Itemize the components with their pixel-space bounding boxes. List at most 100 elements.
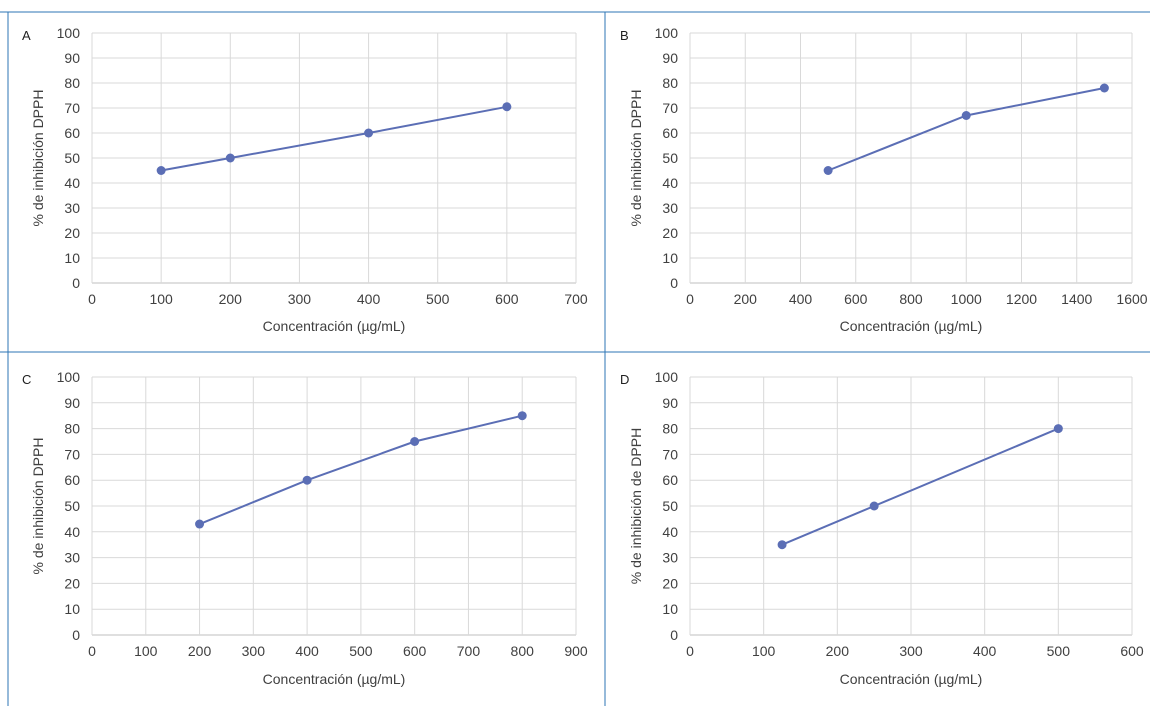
data-point bbox=[502, 102, 512, 112]
y-tick-label: 30 bbox=[662, 200, 678, 216]
x-tick-label: 200 bbox=[219, 291, 243, 307]
y-tick-label: 10 bbox=[662, 250, 678, 266]
y-tick-label: 30 bbox=[662, 550, 678, 566]
data-point bbox=[777, 540, 787, 550]
x-tick-label: 700 bbox=[564, 291, 588, 307]
data-point bbox=[156, 166, 166, 175]
x-tick-label: 100 bbox=[752, 643, 776, 659]
chart-panel-d: D 0 10 20 30 40 50 60 70 80 90 100 0 100 200 300 400 500 6… bbox=[620, 369, 1144, 687]
y-tick-label: 70 bbox=[662, 100, 678, 116]
y-tick-label: 90 bbox=[662, 50, 678, 66]
x-tick-label: 400 bbox=[789, 291, 813, 307]
y-tick-label: 80 bbox=[662, 75, 678, 91]
x-tick-label: 100 bbox=[149, 291, 173, 307]
x-axis-title: Concentración (µg/mL) bbox=[840, 318, 983, 334]
x-tick-label: 400 bbox=[973, 643, 997, 659]
panel-label-b: B bbox=[620, 28, 629, 43]
y-tick-label: 90 bbox=[64, 395, 80, 411]
x-tick-label: 400 bbox=[357, 291, 381, 307]
data-point bbox=[961, 111, 971, 120]
x-axis-title: Concentración (µg/mL) bbox=[840, 671, 983, 687]
x-tick-label: 200 bbox=[188, 643, 212, 659]
x-tick-label: 500 bbox=[349, 643, 373, 659]
y-tick-label: 100 bbox=[57, 25, 81, 41]
y-tick-label: 90 bbox=[662, 395, 678, 411]
y-tick-label: 30 bbox=[64, 200, 80, 216]
x-tick-label: 0 bbox=[686, 643, 694, 659]
series-line bbox=[199, 414, 523, 526]
x-tick-label: 900 bbox=[564, 643, 588, 659]
panel-label-d: D bbox=[620, 372, 629, 387]
y-tick-label: 70 bbox=[662, 446, 678, 462]
x-tick-label: 0 bbox=[88, 291, 96, 307]
y-tick-label: 80 bbox=[662, 421, 678, 437]
x-tick-label: 700 bbox=[457, 643, 481, 659]
x-tick-label: 800 bbox=[899, 291, 923, 307]
x-tick-label: 100 bbox=[134, 643, 158, 659]
data-point bbox=[517, 411, 527, 421]
y-tick-label: 10 bbox=[662, 601, 678, 617]
y-tick-label: 50 bbox=[662, 498, 678, 514]
y-tick-label: 70 bbox=[64, 446, 80, 462]
y-tick-label: 0 bbox=[72, 627, 80, 643]
y-tick-label: 60 bbox=[662, 125, 678, 141]
y-tick-label: 10 bbox=[64, 601, 80, 617]
x-tick-label: 800 bbox=[511, 643, 535, 659]
x-tick-label: 600 bbox=[403, 643, 427, 659]
y-tick-label: 20 bbox=[662, 575, 678, 591]
x-tick-label: 500 bbox=[426, 291, 450, 307]
y-tick-label: 50 bbox=[662, 150, 678, 166]
data-point bbox=[195, 519, 205, 529]
x-tick-label: 600 bbox=[844, 291, 868, 307]
data-point bbox=[1099, 83, 1109, 93]
x-tick-label: 200 bbox=[826, 643, 850, 659]
y-tick-label: 20 bbox=[662, 225, 678, 241]
y-tick-label: 60 bbox=[64, 125, 80, 141]
data-point bbox=[225, 153, 235, 163]
y-axis-title: % de inhibición de DPPH bbox=[628, 428, 644, 584]
x-tick-label: 300 bbox=[288, 291, 312, 307]
y-tick-label: 40 bbox=[662, 175, 678, 191]
x-axis-title: Concentración (µg/mL) bbox=[263, 671, 406, 687]
y-axis-title: % de inhibición DPPH bbox=[30, 90, 46, 227]
data-point bbox=[823, 166, 833, 175]
y-tick-label: 80 bbox=[64, 75, 80, 91]
y-tick-label: 100 bbox=[655, 369, 679, 385]
y-tick-label: 70 bbox=[64, 100, 80, 116]
data-point bbox=[869, 501, 879, 511]
y-tick-label: 10 bbox=[64, 250, 80, 266]
x-tick-label: 0 bbox=[686, 291, 694, 307]
x-tick-label: 600 bbox=[1120, 643, 1144, 659]
y-tick-label: 0 bbox=[670, 275, 678, 291]
data-point bbox=[364, 128, 374, 138]
y-tick-label: 100 bbox=[655, 25, 679, 41]
x-tick-label: 500 bbox=[1047, 643, 1071, 659]
chart-panel-c: C 0 10 20 30 40 50 60 70 80 90 100 0 100 200 300 400 500 6… bbox=[22, 369, 588, 687]
x-tick-label: 200 bbox=[734, 291, 758, 307]
y-axis-title: % de inhibición DPPH bbox=[30, 438, 46, 575]
x-tick-label: 600 bbox=[495, 291, 519, 307]
y-axis-title: % de inhibición DPPH bbox=[628, 90, 644, 227]
y-tick-label: 60 bbox=[64, 472, 80, 488]
x-tick-label: 300 bbox=[242, 643, 266, 659]
data-point bbox=[302, 475, 312, 485]
y-tick-label: 50 bbox=[64, 150, 80, 166]
panel-label-a: A bbox=[22, 28, 31, 43]
x-tick-label: 1400 bbox=[1061, 291, 1092, 307]
y-tick-label: 100 bbox=[57, 369, 81, 385]
y-tick-label: 40 bbox=[662, 524, 678, 540]
x-tick-label: 1200 bbox=[1006, 291, 1037, 307]
x-tick-label: 400 bbox=[295, 643, 319, 659]
y-tick-label: 40 bbox=[64, 175, 80, 191]
x-axis-title: Concentración (µg/mL) bbox=[263, 318, 406, 334]
y-tick-label: 20 bbox=[64, 225, 80, 241]
panel-label-c: C bbox=[22, 372, 31, 387]
y-tick-label: 0 bbox=[670, 627, 678, 643]
x-tick-label: 1600 bbox=[1116, 291, 1147, 307]
data-point bbox=[410, 437, 420, 446]
y-tick-label: 20 bbox=[64, 575, 80, 591]
y-tick-label: 90 bbox=[64, 50, 80, 66]
series-line bbox=[160, 105, 508, 172]
